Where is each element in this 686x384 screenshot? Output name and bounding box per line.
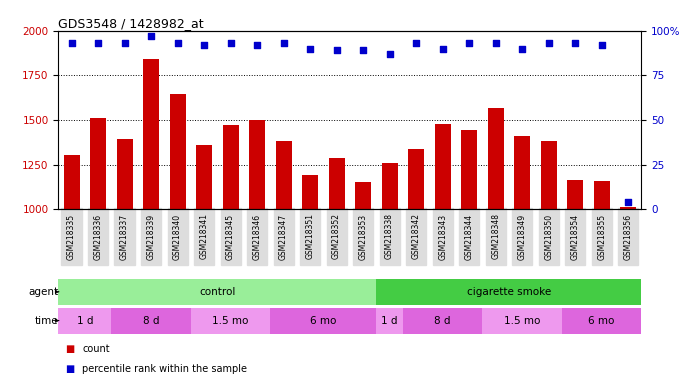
Point: [225, 40, 236, 46]
Point: [437, 45, 448, 51]
Point: [66, 40, 77, 46]
Bar: [90, 118, 106, 209]
Bar: [461, 130, 477, 209]
Bar: [562, 308, 641, 334]
Point: [596, 42, 607, 48]
Text: 8 d: 8 d: [143, 316, 159, 326]
Point: [357, 47, 368, 53]
Point: [93, 40, 104, 46]
Point: [331, 47, 342, 53]
Bar: [169, 94, 185, 209]
Text: percentile rank within the sample: percentile rank within the sample: [82, 364, 248, 374]
Bar: [223, 125, 239, 209]
Bar: [514, 136, 530, 209]
Bar: [620, 207, 636, 209]
Point: [252, 42, 263, 48]
Text: agent: agent: [28, 287, 58, 297]
Bar: [482, 308, 562, 334]
Point: [145, 33, 156, 39]
Point: [119, 40, 130, 46]
Bar: [488, 108, 504, 209]
Point: [411, 40, 422, 46]
Bar: [435, 124, 451, 209]
Text: 1 d: 1 d: [77, 316, 93, 326]
Point: [278, 40, 289, 46]
Point: [199, 42, 210, 48]
Bar: [191, 308, 270, 334]
Bar: [381, 163, 398, 209]
Text: 1.5 mo: 1.5 mo: [504, 316, 541, 326]
Point: [517, 45, 528, 51]
Bar: [377, 279, 641, 305]
Point: [490, 40, 501, 46]
Bar: [403, 308, 482, 334]
Bar: [593, 181, 610, 209]
Text: ■: ■: [65, 364, 74, 374]
Text: ■: ■: [65, 344, 74, 354]
Point: [384, 51, 395, 57]
Text: count: count: [82, 344, 110, 354]
Bar: [408, 149, 424, 209]
Point: [623, 199, 634, 205]
Bar: [329, 158, 344, 209]
Bar: [355, 182, 371, 209]
Bar: [58, 279, 377, 305]
Point: [569, 40, 580, 46]
Bar: [541, 141, 556, 209]
Text: 1.5 mo: 1.5 mo: [213, 316, 249, 326]
Bar: [302, 175, 318, 209]
Bar: [64, 155, 80, 209]
Bar: [117, 139, 132, 209]
Text: 6 mo: 6 mo: [589, 316, 615, 326]
Point: [543, 40, 554, 46]
Text: 8 d: 8 d: [434, 316, 451, 326]
Text: 1 d: 1 d: [381, 316, 398, 326]
Point: [305, 45, 316, 51]
Text: time: time: [35, 316, 58, 326]
Text: GDS3548 / 1428982_at: GDS3548 / 1428982_at: [58, 17, 204, 30]
Bar: [196, 145, 212, 209]
Bar: [567, 180, 583, 209]
Bar: [270, 308, 377, 334]
Bar: [143, 59, 159, 209]
Bar: [249, 120, 265, 209]
Bar: [377, 308, 403, 334]
Bar: [276, 141, 292, 209]
Bar: [111, 308, 191, 334]
Text: 6 mo: 6 mo: [310, 316, 337, 326]
Text: cigarette smoke: cigarette smoke: [466, 287, 551, 297]
Point: [172, 40, 183, 46]
Text: control: control: [199, 287, 235, 297]
Bar: [58, 308, 111, 334]
Point: [464, 40, 475, 46]
